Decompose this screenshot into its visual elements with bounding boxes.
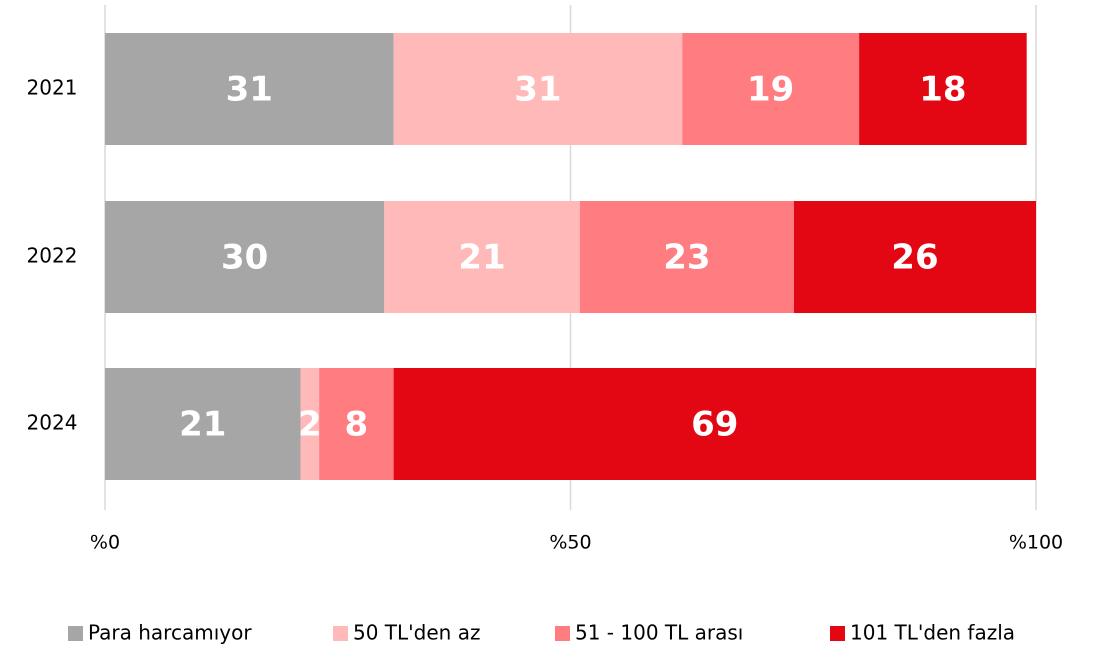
bar-segment	[393, 33, 683, 145]
data-label: 18	[919, 70, 966, 110]
bar-segment	[579, 201, 794, 313]
legend-swatch	[555, 626, 570, 641]
legend-swatch	[333, 626, 348, 641]
bar-segment	[393, 368, 1036, 480]
data-label: 21	[179, 405, 226, 445]
bar-segment	[319, 368, 394, 480]
legend-swatch	[830, 626, 845, 641]
data-label: 19	[747, 70, 794, 110]
y-tick-label: 2021	[27, 76, 78, 100]
bar-segment	[105, 33, 394, 145]
data-label: 21	[458, 238, 505, 278]
bar-segment	[859, 33, 1027, 145]
bar-segment	[682, 33, 860, 145]
data-label: 69	[691, 405, 738, 445]
x-tick-label: %50	[549, 532, 591, 554]
x-tick-label: %0	[90, 532, 120, 554]
bar-segment	[793, 201, 1036, 313]
data-label: 8	[345, 405, 369, 445]
data-label: 31	[226, 70, 273, 110]
data-label: 30	[221, 238, 268, 278]
bar-segment	[300, 368, 320, 480]
data-label: 26	[891, 238, 938, 278]
legend-swatch	[68, 626, 83, 641]
data-label: 31	[514, 70, 561, 110]
legend-label: 50 TL'den az	[353, 621, 480, 645]
x-tick-label: %100	[1009, 532, 1063, 554]
legend-label: 101 TL'den fazla	[850, 621, 1015, 645]
bar-segment	[384, 201, 580, 313]
legend-label: 51 - 100 TL arası	[575, 621, 743, 645]
y-tick-label: 2024	[27, 411, 78, 435]
y-tick-label: 2022	[27, 244, 78, 268]
bar-segment	[105, 368, 301, 480]
data-label: 23	[663, 238, 710, 278]
bar-segment	[105, 201, 385, 313]
legend-label: Para harcamıyor	[88, 621, 252, 645]
data-label: 2	[298, 405, 322, 445]
